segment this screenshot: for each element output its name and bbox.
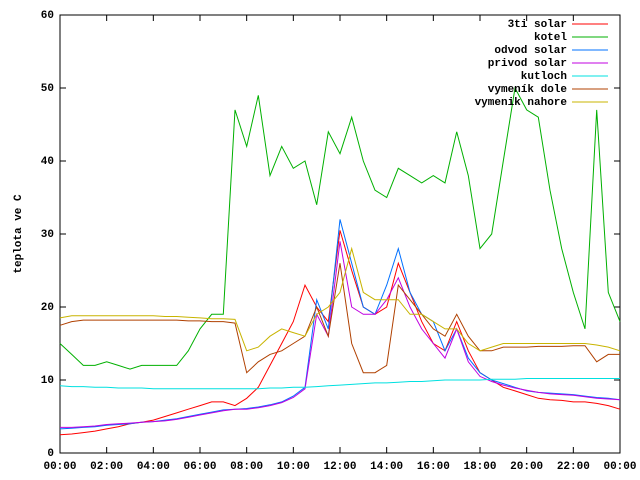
x-tick-label: 20:00	[510, 461, 543, 473]
x-tick-label: 12:00	[323, 461, 356, 473]
legend-label: privod solar	[488, 58, 567, 70]
series-line	[59, 246, 621, 352]
series-line	[59, 378, 620, 390]
y-tick-label: 40	[41, 156, 54, 168]
x-tick-label: 22:00	[557, 461, 590, 473]
legend-label: kutloch	[521, 71, 567, 83]
legend-label: vymenik nahore	[475, 97, 568, 109]
legend-label: odvod solar	[494, 45, 567, 57]
x-tick-label: 10:00	[277, 461, 310, 473]
x-tick-label: 14:00	[370, 461, 403, 473]
series-line	[59, 263, 620, 374]
legend-label: vymeník dole	[488, 84, 568, 96]
series-line	[60, 241, 621, 428]
x-tick-label: 04:00	[137, 461, 170, 473]
x-tick-label: 06:00	[183, 461, 216, 473]
y-tick-label: 60	[41, 10, 54, 22]
y-tick-label: 10	[41, 375, 54, 387]
y-tick-label: 50	[41, 83, 54, 95]
x-tick-label: 08:00	[230, 461, 263, 473]
series-line	[59, 86, 621, 370]
x-tick-label: 02:00	[90, 461, 123, 473]
x-tick-label: 00:00	[43, 461, 76, 473]
series-line	[59, 230, 621, 436]
y-axis-label: teplota ve C	[13, 194, 25, 274]
x-tick-label: 00:00	[603, 461, 636, 473]
legend-label: 3ti solar	[508, 19, 567, 31]
x-tick-label: 16:00	[417, 461, 450, 473]
y-tick-label: 20	[41, 302, 54, 314]
y-tick-label: 0	[47, 448, 54, 460]
legend-label: kotel	[534, 32, 567, 44]
x-tick-label: 18:00	[463, 461, 496, 473]
y-tick-label: 30	[41, 229, 54, 241]
